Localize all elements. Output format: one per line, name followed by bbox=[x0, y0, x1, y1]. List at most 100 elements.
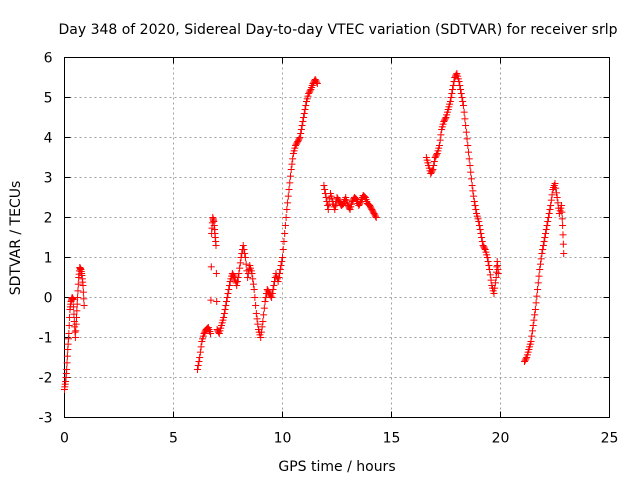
data-point bbox=[547, 196, 555, 204]
data-point bbox=[553, 194, 561, 201]
data-point bbox=[65, 330, 73, 337]
data-point bbox=[224, 290, 232, 297]
data-point bbox=[537, 255, 545, 263]
data-point bbox=[242, 260, 250, 268]
data-point bbox=[268, 290, 276, 297]
data-point bbox=[430, 158, 438, 165]
data-point bbox=[289, 155, 297, 163]
data-point bbox=[543, 222, 551, 229]
data-point bbox=[463, 135, 471, 143]
data-point bbox=[531, 311, 539, 319]
data-point bbox=[207, 263, 215, 271]
data-point bbox=[80, 295, 88, 303]
x-tick-labels: 0 5 10 15 20 25 bbox=[60, 431, 618, 447]
data-point bbox=[278, 258, 286, 265]
data-point bbox=[466, 162, 474, 169]
data-point bbox=[233, 278, 241, 285]
data-point bbox=[73, 300, 81, 308]
data-point bbox=[531, 306, 539, 313]
data-point bbox=[429, 166, 437, 173]
data-point bbox=[300, 110, 308, 117]
data-point bbox=[554, 199, 562, 207]
data-point bbox=[469, 187, 477, 195]
data-point bbox=[533, 292, 541, 300]
data-point bbox=[253, 315, 261, 323]
data-point bbox=[207, 330, 215, 337]
data-point bbox=[275, 274, 283, 281]
data-point bbox=[532, 299, 540, 307]
data-point bbox=[541, 234, 549, 241]
data-point bbox=[285, 186, 293, 193]
data-point bbox=[558, 208, 566, 216]
x-tick-label: 0 bbox=[60, 431, 69, 447]
data-point bbox=[295, 135, 303, 143]
data-point bbox=[193, 366, 201, 373]
data-point bbox=[459, 102, 467, 109]
data-point bbox=[484, 258, 492, 265]
data-point bbox=[300, 114, 308, 121]
data-point bbox=[446, 98, 454, 105]
data-point bbox=[478, 234, 486, 241]
data-point bbox=[552, 184, 560, 192]
data-point bbox=[345, 204, 353, 212]
data-point bbox=[194, 362, 202, 369]
data-point bbox=[475, 222, 483, 229]
y-tick-label: 2 bbox=[44, 211, 53, 227]
data-point bbox=[212, 242, 220, 249]
data-point bbox=[298, 122, 306, 129]
data-point bbox=[462, 128, 470, 136]
data-point bbox=[452, 71, 460, 79]
data-point bbox=[252, 310, 260, 317]
data-point bbox=[280, 238, 288, 245]
data-point bbox=[468, 182, 476, 189]
data-point bbox=[441, 115, 449, 123]
data-point bbox=[458, 94, 466, 101]
data-point bbox=[465, 148, 473, 156]
data-point bbox=[257, 334, 265, 341]
data-point bbox=[447, 94, 455, 101]
data-point bbox=[63, 352, 71, 360]
data-point bbox=[320, 182, 328, 189]
data-point bbox=[547, 202, 555, 209]
data-point bbox=[261, 298, 269, 305]
data-point bbox=[464, 142, 472, 149]
data-point bbox=[552, 189, 560, 197]
data-point bbox=[297, 126, 305, 133]
data-point bbox=[299, 118, 307, 125]
data-point bbox=[63, 359, 71, 367]
data-point bbox=[437, 131, 445, 139]
data-point bbox=[220, 310, 228, 317]
data-point bbox=[268, 294, 276, 301]
data-point bbox=[79, 282, 87, 289]
data-point bbox=[248, 270, 256, 277]
data-point bbox=[485, 262, 493, 269]
data-point bbox=[249, 275, 257, 283]
data-point bbox=[306, 87, 314, 95]
data-point bbox=[528, 327, 536, 335]
y-tick-labels: -3 -2 -1 0 1 2 3 4 5 6 bbox=[39, 51, 53, 427]
data-point bbox=[225, 282, 233, 289]
data-point bbox=[539, 242, 547, 249]
data-point bbox=[540, 238, 548, 245]
data-point bbox=[456, 82, 464, 89]
y-tick-label: -2 bbox=[39, 371, 53, 387]
data-point bbox=[274, 278, 282, 285]
data-point bbox=[560, 250, 568, 257]
data-point bbox=[240, 246, 248, 253]
data-point bbox=[72, 327, 80, 335]
grid-lines bbox=[64, 57, 610, 418]
data-point bbox=[481, 244, 489, 252]
data-point bbox=[539, 246, 547, 253]
data-point bbox=[244, 274, 252, 281]
data-point bbox=[196, 354, 204, 361]
data-point bbox=[324, 206, 332, 213]
data-point bbox=[70, 303, 78, 311]
data-point bbox=[260, 304, 268, 312]
data-point bbox=[462, 122, 470, 129]
data-point bbox=[250, 286, 258, 293]
data-point bbox=[279, 254, 286, 261]
data-point bbox=[230, 272, 238, 280]
data-point bbox=[467, 175, 475, 183]
y-tick-label: -3 bbox=[39, 411, 53, 427]
data-point bbox=[223, 294, 231, 301]
